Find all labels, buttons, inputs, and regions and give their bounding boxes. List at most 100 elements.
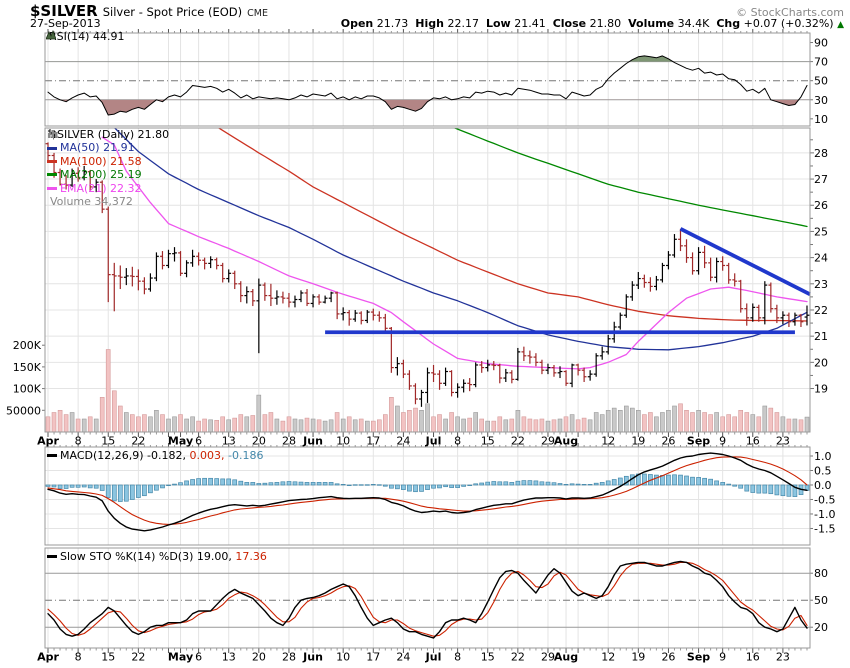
svg-text:17: 17 — [366, 435, 380, 448]
svg-text:26: 26 — [661, 651, 675, 664]
svg-text:22: 22 — [814, 304, 828, 317]
svg-text:Sep: Sep — [687, 435, 710, 448]
svg-text:24: 24 — [396, 651, 410, 664]
svg-text:-1.5: -1.5 — [814, 522, 835, 535]
svg-text:24: 24 — [814, 252, 828, 265]
svg-text:16: 16 — [746, 435, 760, 448]
svg-text:13: 13 — [222, 651, 236, 664]
svg-text:100K: 100K — [13, 383, 42, 396]
svg-text:28: 28 — [814, 147, 828, 160]
svg-text:12: 12 — [601, 435, 615, 448]
svg-text:-0.5: -0.5 — [814, 493, 835, 506]
svg-text:Apr: Apr — [37, 651, 59, 664]
svg-text:150K: 150K — [13, 361, 42, 374]
svg-text:15: 15 — [101, 651, 115, 664]
svg-text:-1.0: -1.0 — [814, 508, 835, 521]
svg-text:22: 22 — [131, 651, 145, 664]
svg-text:15: 15 — [101, 435, 115, 448]
change-quote: Chg +0.07 (+0.32%) ▲ — [716, 17, 844, 30]
svg-text:Jun: Jun — [302, 651, 323, 664]
svg-text:26: 26 — [814, 199, 828, 212]
svg-text:20: 20 — [252, 435, 266, 448]
grid-lines — [45, 33, 810, 648]
macd-panel: 1.00.5 0.0-0.5 -1.0-1.5 — [45, 450, 835, 535]
svg-text:21: 21 — [814, 330, 828, 343]
low-quote: Low 21.41 — [485, 17, 546, 30]
svg-text:23: 23 — [814, 278, 828, 291]
svg-text:90: 90 — [814, 37, 828, 50]
price-panel: 200K 150K 100K 50000 28 27 26 25 24 23 22 21 20 19 — [6, 128, 828, 433]
close-quote: Close 21.80 — [552, 17, 622, 30]
svg-text:26: 26 — [661, 435, 675, 448]
svg-text:200K: 200K — [13, 339, 42, 352]
svg-text:6: 6 — [195, 651, 202, 664]
svg-text:28: 28 — [282, 651, 296, 664]
svg-text:15: 15 — [481, 435, 495, 448]
svg-text:1.0: 1.0 — [814, 450, 832, 463]
svg-text:6: 6 — [195, 435, 202, 448]
header-quote-row: 27-Sep-2013 Open 21.73 High 22.17 Low 21… — [30, 17, 844, 30]
svg-text:27: 27 — [814, 173, 828, 186]
svg-text:Sep: Sep — [687, 651, 710, 664]
svg-text:19: 19 — [631, 651, 645, 664]
svg-text:20: 20 — [252, 651, 266, 664]
descending-resistance — [679, 227, 811, 296]
svg-text:29: 29 — [541, 651, 555, 664]
up-arrow-icon: ▲ — [837, 20, 844, 30]
svg-text:25: 25 — [814, 225, 828, 238]
svg-text:9: 9 — [719, 435, 726, 448]
high-quote: High 22.17 — [415, 17, 479, 30]
svg-text:8: 8 — [454, 651, 461, 664]
svg-text:13: 13 — [222, 435, 236, 448]
date-axis-1: Apr 8 15 22 May 6 13 20 28 Jun 10 17 24 Jul 8 15 22 29Aug… — [37, 432, 808, 448]
open-quote: Open 21.73 — [340, 17, 409, 30]
svg-text:28: 28 — [282, 435, 296, 448]
panel-borders — [44, 32, 811, 649]
svg-text:20: 20 — [814, 356, 828, 369]
svg-text:15: 15 — [481, 651, 495, 664]
volume-quote: Volume 34.4K — [628, 17, 710, 30]
svg-text:70: 70 — [814, 56, 828, 69]
svg-text:Aug: Aug — [554, 651, 578, 664]
svg-text:Jun: Jun — [302, 435, 323, 448]
ticker-symbol: $SILVER — [30, 2, 98, 20]
svg-text:9: 9 — [719, 651, 726, 664]
svg-text:May: May — [168, 651, 193, 664]
svg-text:23: 23 — [776, 435, 790, 448]
title-group: $SILVER Silver - Spot Price (EOD) CME — [30, 2, 268, 20]
sto-panel: 80 50 20 — [45, 560, 828, 639]
svg-text:10: 10 — [814, 113, 828, 126]
svg-text:10: 10 — [336, 435, 350, 448]
svg-text:50: 50 — [814, 594, 828, 607]
svg-text:19: 19 — [631, 435, 645, 448]
svg-text:May: May — [168, 435, 193, 448]
rsi-panel: 90 70 50 30 10 — [45, 37, 828, 126]
svg-text:16: 16 — [746, 651, 760, 664]
svg-text:20: 20 — [814, 621, 828, 634]
svg-text:0.0: 0.0 — [814, 479, 832, 492]
svg-text:8: 8 — [75, 651, 82, 664]
svg-text:22: 22 — [131, 435, 145, 448]
svg-text:50: 50 — [814, 75, 828, 88]
quote-strip: Open 21.73 High 22.17 Low 21.41 Close 21… — [341, 17, 844, 30]
svg-text:0.5: 0.5 — [814, 464, 832, 477]
svg-text:Jul: Jul — [425, 435, 442, 448]
svg-text:Apr: Apr — [37, 435, 59, 448]
svg-text:22: 22 — [511, 651, 525, 664]
svg-text:24: 24 — [396, 435, 410, 448]
svg-text:80: 80 — [814, 567, 828, 580]
svg-text:30: 30 — [814, 94, 828, 107]
svg-text:10: 10 — [336, 651, 350, 664]
svg-text:19: 19 — [814, 383, 828, 396]
copyright-text: © StockCharts.com — [736, 6, 844, 19]
svg-text:8: 8 — [75, 435, 82, 448]
svg-text:22: 22 — [511, 435, 525, 448]
svg-text:12: 12 — [601, 651, 615, 664]
svg-text:Jul: Jul — [425, 651, 442, 664]
exchange-label: CME — [247, 8, 268, 19]
svg-text:Aug: Aug — [554, 435, 578, 448]
svg-text:17: 17 — [366, 651, 380, 664]
header-title-row: $SILVER Silver - Spot Price (EOD) CME © St… — [30, 2, 844, 20]
